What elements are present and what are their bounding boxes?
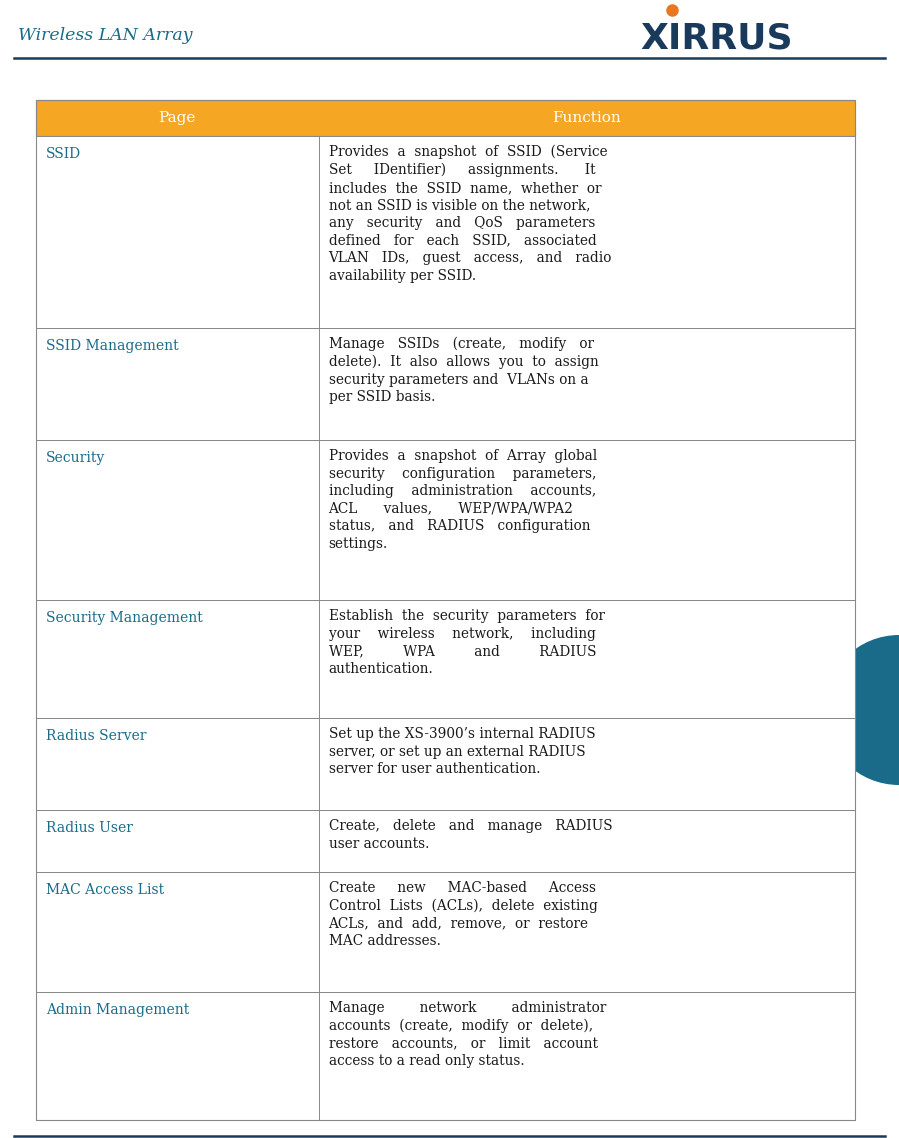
Text: SSID: SSID (46, 147, 81, 160)
Text: Wireless LAN Array: Wireless LAN Array (18, 26, 192, 43)
Text: Page: Page (158, 112, 196, 125)
Text: Set up the XS-3900’s internal RADIUS
server, or set up an external RADIUS
server: Set up the XS-3900’s internal RADIUS ser… (328, 727, 595, 776)
Text: SSID Management: SSID Management (46, 339, 179, 353)
Text: Manage        network        administrator
accounts  (create,  modify  or  delet: Manage network administrator accounts (c… (328, 1001, 606, 1069)
Text: Security: Security (46, 451, 105, 465)
Bar (36, 328, 855, 440)
Text: Security Management: Security Management (46, 611, 203, 625)
Text: MAC Access List: MAC Access List (46, 883, 165, 897)
Bar (36, 600, 855, 718)
Bar (36, 810, 855, 872)
Text: Create     new     MAC-based     Access
Control  Lists  (ACLs),  delete  existin: Create new MAC-based Access Control List… (328, 881, 598, 948)
Text: XIRRUS: XIRRUS (640, 20, 793, 55)
Circle shape (824, 635, 899, 785)
Bar (36, 100, 855, 1120)
Bar (36, 992, 855, 1120)
Bar (36, 718, 855, 810)
Text: Create,   delete   and   manage   RADIUS
user accounts.: Create, delete and manage RADIUS user ac… (328, 819, 612, 850)
Text: Provides  a  snapshot  of  SSID  (Service
Set     IDentifier)     assignments.  : Provides a snapshot of SSID (Service Set… (328, 145, 612, 282)
Bar (36, 100, 855, 137)
Text: Radius Server: Radius Server (46, 729, 147, 743)
Text: Admin Management: Admin Management (46, 1003, 190, 1017)
Text: Manage   SSIDs   (create,   modify   or
delete).  It  also  allows  you  to  ass: Manage SSIDs (create, modify or delete).… (328, 337, 599, 404)
Text: Radius User: Radius User (46, 820, 133, 835)
Bar (36, 872, 855, 992)
Bar (36, 440, 855, 600)
Text: Establish  the  security  parameters  for
your    wireless    network,    includ: Establish the security parameters for yo… (328, 609, 604, 676)
Bar (36, 137, 855, 328)
Text: Provides  a  snapshot  of  Array  global
security    configuration    parameters: Provides a snapshot of Array global secu… (328, 450, 597, 551)
Text: Function: Function (552, 112, 621, 125)
